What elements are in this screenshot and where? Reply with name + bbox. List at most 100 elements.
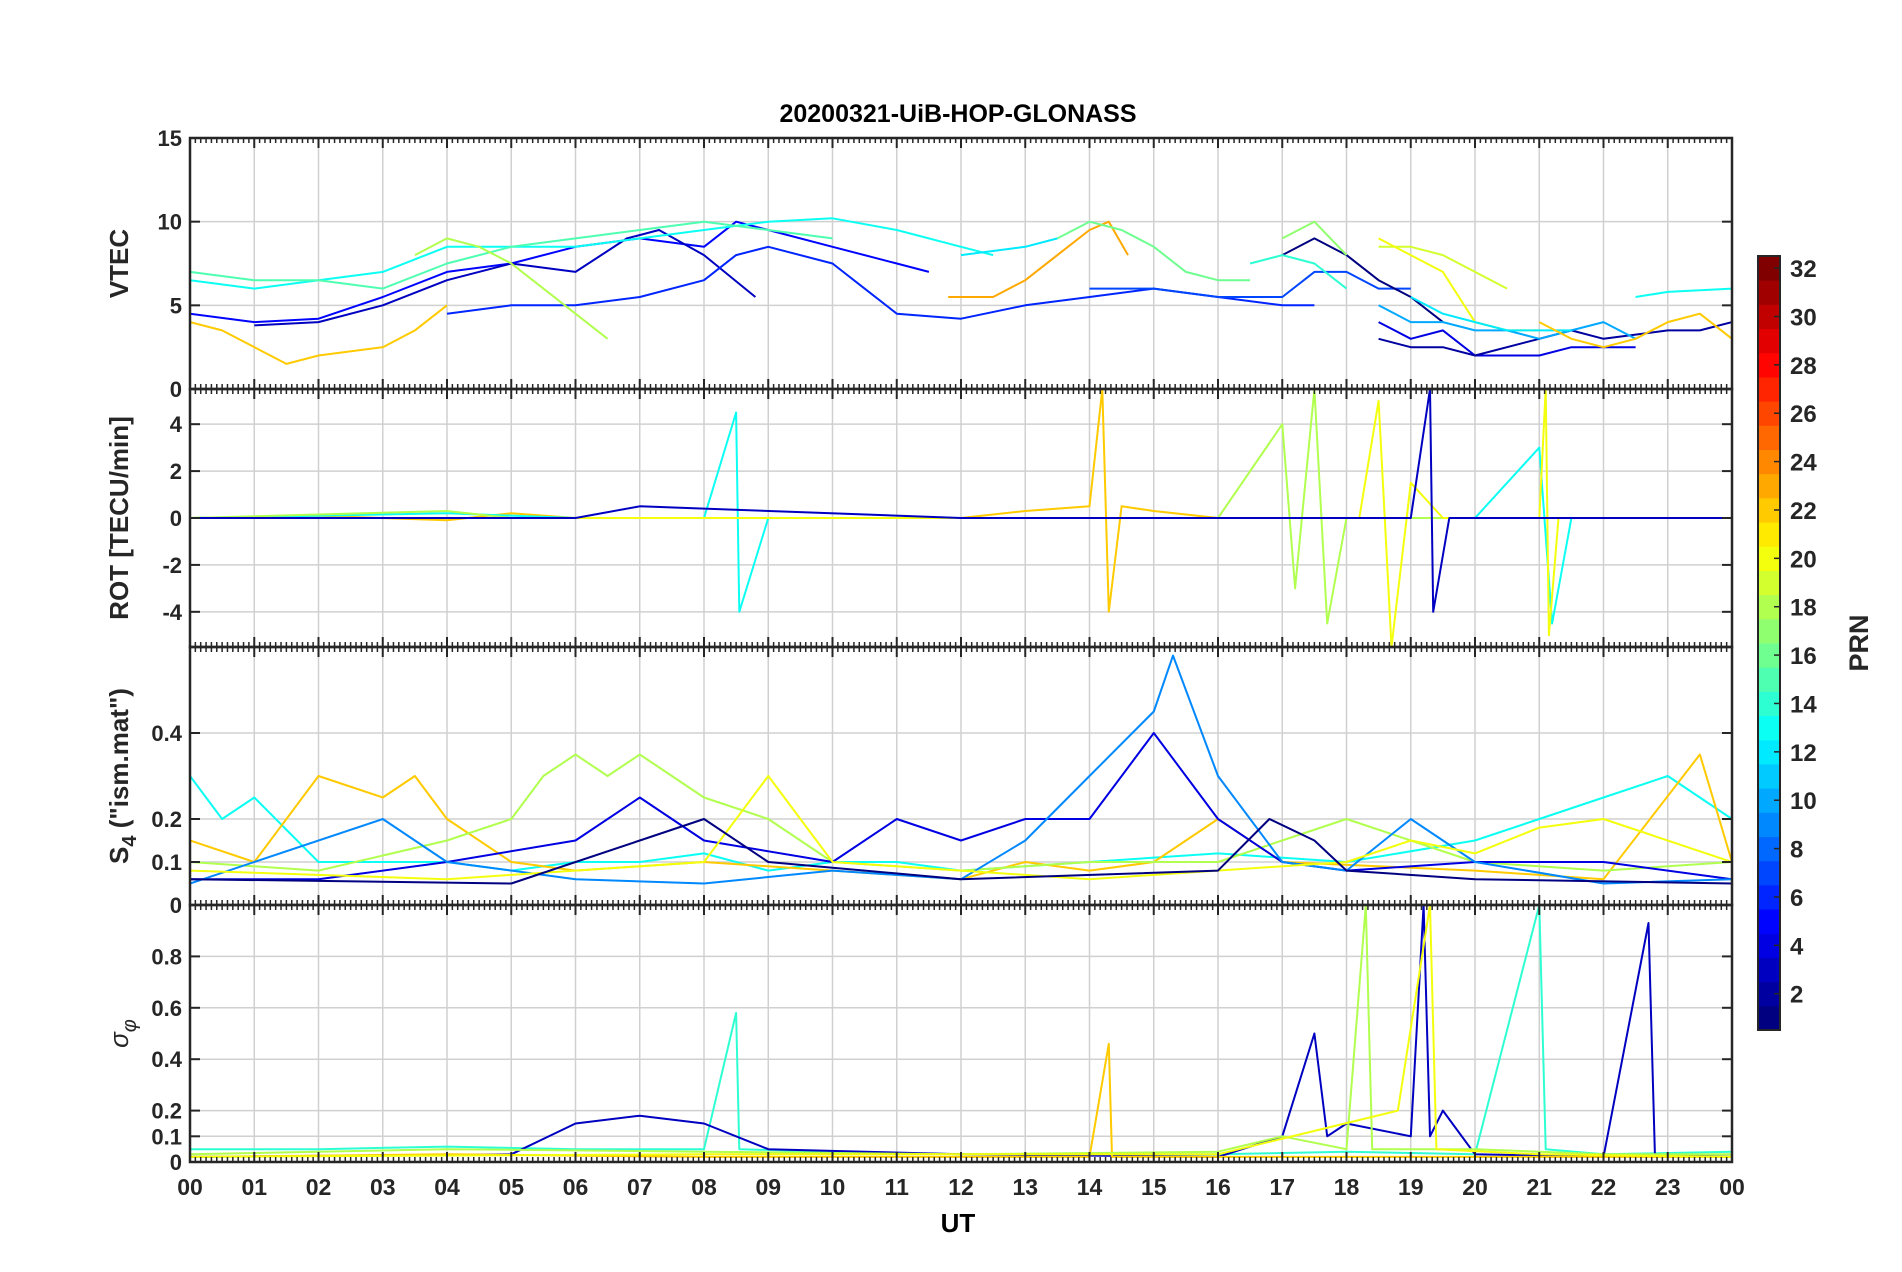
x-tick-label: 18 (1334, 1174, 1360, 1200)
colorbar-swatch (1758, 256, 1780, 281)
colorbar-tick-label: 8 (1790, 837, 1803, 864)
colorbar-swatch (1758, 788, 1780, 813)
figure-title: 20200321-UiB-HOP-GLONASS (779, 100, 1136, 128)
series-prn-3-1 (254, 229, 757, 327)
colorbar-swatch (1758, 763, 1780, 789)
series-group (190, 217, 1732, 365)
x-tick-label: 20 (1462, 1174, 1488, 1200)
x-tick-label: 22 (1591, 1174, 1617, 1200)
colorbar-swatch (1758, 667, 1780, 692)
series-prn-22-7 (190, 304, 448, 365)
colorbar-tick-label: 22 (1790, 498, 1817, 525)
series-prn-16-9 (1056, 220, 1251, 282)
y-axis-label: S4 ("ism.mat") (104, 688, 141, 864)
x-tick-label: 04 (434, 1174, 460, 1200)
gridlines (189, 905, 1733, 1163)
series-prn-12-19 (1410, 296, 1572, 332)
y-tick-label: 10 (158, 210, 182, 235)
x-tick-label: 19 (1398, 1174, 1424, 1200)
series-prn-17-12 (1281, 220, 1348, 256)
colorbar-swatch (1758, 739, 1780, 765)
series-group (190, 389, 1732, 647)
colorbar-swatch (1758, 933, 1780, 958)
tick-marks (189, 905, 1733, 1163)
x-tick-label: 00 (1719, 1174, 1745, 1200)
x-tick-label: 01 (241, 1174, 267, 1200)
series-prn-1-6 (190, 818, 1732, 885)
y-tick-label: 0.4 (151, 721, 182, 746)
colorbar-swatch (1758, 691, 1780, 717)
colorbar-swatch (1758, 1005, 1780, 1031)
tick-marks (189, 137, 1733, 390)
y-axis-label: σφ (104, 1019, 141, 1048)
colorbar-swatch (1758, 497, 1780, 523)
y-tick-label: 0 (170, 1150, 182, 1175)
colorbar-swatch (1758, 643, 1780, 668)
x-tick-label: 05 (498, 1174, 524, 1200)
colorbar-swatch (1758, 401, 1780, 426)
series-prn-4-16 (1378, 321, 1636, 357)
series-prn-10-18 (1378, 304, 1637, 340)
colorbar-swatch (1758, 376, 1780, 402)
colorbar-frame (1757, 255, 1781, 1031)
colorbar-tick-label: 12 (1790, 740, 1817, 767)
colorbar-swatch (1758, 449, 1780, 475)
y-tick-label: -4 (162, 600, 182, 625)
x-tick-label: 08 (691, 1174, 717, 1200)
x-tick-label: 16 (1205, 1174, 1231, 1200)
x-tick-label: 00 (177, 1174, 203, 1200)
series-prn-13-20 (1635, 287, 1732, 298)
colorbar-swatch (1758, 304, 1780, 330)
series-prn-7-10 (1089, 270, 1411, 298)
colorbar-swatch (1758, 812, 1780, 837)
colorbar-tick-label: 14 (1790, 691, 1817, 718)
y-tick-label: 0.6 (151, 996, 182, 1021)
colorbar-swatch (1758, 909, 1780, 934)
x-tick-label: 23 (1655, 1174, 1681, 1200)
x-tick-label: 02 (306, 1174, 332, 1200)
colorbar-tick-label: 2 (1790, 982, 1803, 1009)
series-prn-1-11 (1281, 237, 1444, 323)
series-prn-18-2 (190, 389, 1732, 625)
colorbar-swatch (1758, 618, 1780, 644)
x-tick-label: 14 (1077, 1174, 1103, 1200)
series-prn-9-4 (190, 654, 1732, 885)
y-tick-label: 0 (170, 893, 182, 918)
y-tick-label: 0.1 (151, 850, 182, 875)
x-tick-label: 17 (1269, 1174, 1295, 1200)
series-prn-15-4 (190, 220, 833, 290)
series-prn-23-8 (948, 220, 1129, 298)
colorbar-tick-label: 30 (1790, 304, 1817, 331)
x-tick-label: 07 (627, 1174, 653, 1200)
series-prn-14-13 (1249, 254, 1348, 290)
x-tick-label: 10 (820, 1174, 846, 1200)
colorbar-swatch (1758, 328, 1780, 354)
series-prn-13-0 (190, 775, 1732, 872)
series-prn-20-5 (190, 775, 1732, 881)
series-prn-6-2 (446, 245, 1315, 320)
y-tick-label: 5 (170, 293, 182, 318)
series-prn-20-4 (190, 905, 1732, 1158)
y-tick-label: 0.1 (151, 1124, 182, 1149)
colorbar-tick-label: 18 (1790, 595, 1817, 622)
series-prn-13-3 (190, 217, 994, 290)
y-tick-label: 4 (170, 412, 183, 437)
x-axis-label: UT (941, 1208, 976, 1238)
colorbar-swatch (1758, 352, 1780, 378)
colorbar-tick-label: 26 (1790, 401, 1817, 428)
colorbar-swatch (1758, 836, 1780, 862)
colorbar-swatch (1758, 546, 1780, 571)
series-prn-19-14 (1378, 245, 1508, 290)
x-tick-label: 13 (1012, 1174, 1038, 1200)
series-prn-20-15 (1378, 237, 1540, 332)
colorbar-swatch (1758, 715, 1780, 741)
y-axis-label: ROT [TECU/min] (104, 416, 134, 620)
series-prn-18-6 (414, 237, 609, 340)
x-tick-label: 21 (1526, 1174, 1552, 1200)
x-tick-label: 03 (370, 1174, 396, 1200)
colorbar-swatch (1758, 425, 1780, 450)
gridlines (189, 137, 1733, 390)
x-axis: 00 01 02 03 04 05 06 07 08 09 10 11 12 13 14 15 16 17 18 19… (177, 1174, 1745, 1200)
y-tick-label: 0.8 (151, 944, 182, 969)
